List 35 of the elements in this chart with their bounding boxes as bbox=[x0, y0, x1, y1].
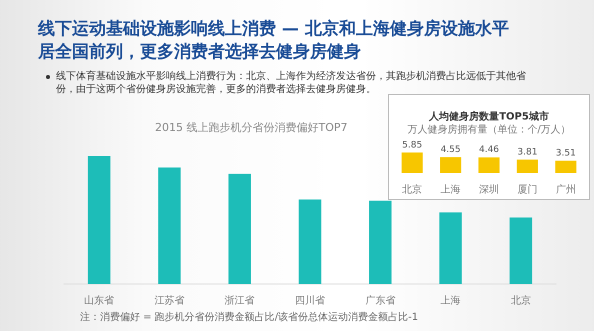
data-label: 3.81 bbox=[517, 148, 538, 158]
x-tick-label: 深圳 bbox=[479, 184, 499, 196]
x-tick-label: 广东省 bbox=[365, 294, 396, 307]
bar bbox=[88, 156, 110, 284]
bar bbox=[478, 157, 500, 173]
text: 注：消费偏好 = 跑步机分省份消费金额占比/该省份总体运动消费金额占比-1 bbox=[80, 310, 420, 324]
data-label: 4.55 bbox=[440, 144, 461, 155]
chart-title: 2015 线上跑步机分省份消费偏好TOP7 bbox=[155, 120, 348, 135]
data-label: 4.46 bbox=[478, 145, 500, 156]
bar bbox=[158, 168, 181, 284]
x-tick-label: 四川省 bbox=[295, 294, 325, 307]
bar bbox=[555, 160, 576, 173]
bar bbox=[439, 212, 462, 284]
x-tick-label: 厦门 bbox=[517, 184, 538, 196]
x-tick-label: 北京 bbox=[510, 294, 531, 307]
text: 线下体育基础设施水平影响线上消费行为：北京、上海作为经济发达省份，其跑步机消费占比远低于其他省份，由于这两个省份健身房设施完善，更多的消费者选择去健身房健身。 bbox=[56, 70, 527, 96]
x-tick-label: 上海 bbox=[440, 184, 461, 196]
bar bbox=[440, 157, 462, 173]
chart-title: 人均健身房数量TOP5城市 bbox=[428, 110, 549, 123]
x-tick-label: 北京 bbox=[402, 184, 422, 196]
bar bbox=[369, 200, 392, 284]
x-tick-label: 广州 bbox=[556, 184, 576, 196]
x-tick-label: 山东省 bbox=[84, 294, 114, 307]
x-tick-label: 江苏省 bbox=[154, 294, 184, 307]
bar bbox=[516, 160, 538, 173]
bar bbox=[228, 174, 251, 284]
text: 线下运动基础设施影响线上消费 — 北京和上海健身房设施水平居全国前列，更多消费者选择去健身房健身 bbox=[38, 18, 510, 64]
bar bbox=[402, 152, 423, 173]
data-label: 3.51 bbox=[556, 148, 576, 159]
x-tick-label: 浙江省 bbox=[224, 294, 255, 307]
bar bbox=[510, 217, 532, 284]
bar bbox=[298, 200, 322, 284]
chart-subtitle: 万人健身房拥有量（单位：个/万人） bbox=[407, 124, 571, 136]
x-tick-label: 上海 bbox=[440, 294, 461, 307]
data-label: 5.85 bbox=[402, 140, 422, 150]
